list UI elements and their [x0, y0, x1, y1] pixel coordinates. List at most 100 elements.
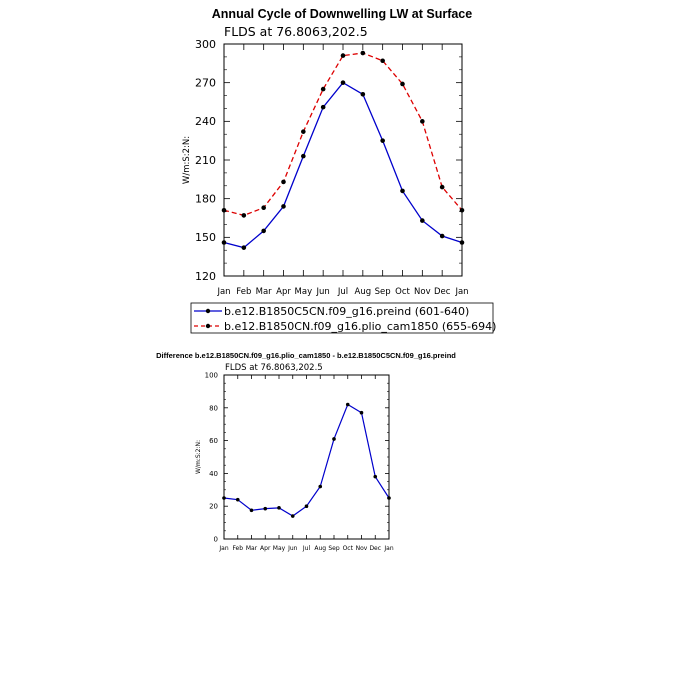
legend-label-preind: b.e12.B1850C5CN.f09_g16.preind (601-640) — [224, 305, 469, 318]
difference-chart-data-point — [222, 496, 226, 500]
difference-chart-ylabel: W/m:S:2:N: — [195, 440, 202, 474]
difference-chart-data-point — [277, 506, 281, 510]
difference-chart-xtick-label: Jan — [383, 545, 393, 552]
main-chart-xtick-label: Nov — [414, 287, 431, 297]
main-chart-ytick-label: 210 — [195, 154, 216, 167]
main-chart-data-point — [221, 240, 227, 245]
difference-chart-data-point — [263, 506, 268, 511]
main-chart-xtick-label: Apr — [276, 287, 291, 297]
main-chart-xtick-label: May — [295, 287, 313, 297]
difference-chart-ticks: Jan Feb Mar Apr May Jun Jul Aug Sep Oct Nov Dec Jan0… — [205, 371, 394, 552]
main-chart-data-point — [281, 204, 286, 209]
difference-chart-xtick-label: Dec — [369, 545, 381, 552]
difference-chart-data-point — [249, 508, 254, 513]
main-chart-title: Annual Cycle of Downwelling LW at Surfac… — [212, 7, 472, 21]
difference-chart-ytick-label: 100 — [205, 371, 218, 379]
main-chart-xtick-label: Aug — [355, 287, 372, 297]
main-chart-xtick-label: Jan — [454, 287, 468, 297]
main-chart-xtick-label: Oct — [395, 287, 410, 297]
main-chart-ytick-label: 180 — [195, 193, 216, 206]
difference-chart-data-point — [304, 504, 309, 509]
difference-chart-xtick-label: Oct — [343, 545, 354, 552]
difference-chart: Difference b.e12.B1850CN.f09_g16.plio_ca… — [156, 351, 456, 552]
legend-marker-plio — [205, 323, 211, 329]
main-chart-ytick-label: 240 — [195, 115, 216, 128]
main-chart-data-point — [241, 245, 247, 250]
main-chart-xtick-label: Jan — [216, 287, 230, 297]
main-chart-data-point — [261, 205, 266, 210]
main-chart-legend: b.e12.B1850C5CN.f09_g16.preind (601-640)… — [190, 302, 496, 334]
difference-chart-xtick-label: Apr — [260, 545, 271, 552]
difference-chart-xtick-label: Sep — [328, 545, 340, 552]
main-chart-ytick-label: 120 — [195, 270, 216, 283]
main-chart-data-point — [380, 138, 385, 143]
main-chart-data-point — [459, 240, 465, 245]
main-chart-data-point — [281, 179, 286, 185]
main-chart-xtick-label: Sep — [375, 287, 391, 297]
main-chart-frame — [223, 43, 463, 277]
difference-chart-data-point — [359, 410, 364, 415]
difference-chart-data-point — [332, 437, 336, 441]
difference-chart-xtick-label: Jun — [287, 545, 298, 552]
main-chart-data-point — [241, 213, 247, 218]
difference-chart-ytick-label: 40 — [209, 470, 218, 478]
main-chart-xtick-label: Feb — [236, 287, 251, 297]
main-chart-data-point — [261, 228, 266, 234]
main-chart-data-point — [301, 153, 306, 159]
difference-chart-ytick-label: 20 — [209, 503, 218, 511]
difference-chart-data-point — [235, 497, 240, 502]
difference-chart-xtick-label: Aug — [314, 545, 326, 552]
difference-chart-subtitle: FLDS at 76.8063,202.5 — [225, 363, 323, 373]
main-chart-data-point — [420, 119, 425, 124]
difference-chart-data-point — [290, 514, 295, 518]
main-chart: Annual Cycle of Downwelling LW at Surfac… — [182, 7, 496, 334]
difference-chart-xtick-label: Mar — [246, 545, 258, 552]
difference-chart-data-point — [387, 496, 391, 500]
difference-chart-data-point — [318, 484, 323, 489]
difference-chart-ytick-label: 0 — [214, 535, 218, 543]
main-chart-data-point — [380, 58, 385, 64]
legend-marker-preind — [205, 308, 211, 314]
main-chart-ytick-label: 270 — [195, 77, 216, 90]
main-chart-data-point — [301, 129, 306, 134]
difference-chart-frame — [223, 374, 390, 540]
main-chart-xtick-label: Dec — [434, 287, 451, 297]
main-chart-data-point — [400, 81, 405, 87]
main-chart-data-point — [360, 50, 366, 56]
difference-chart-xtick-label: Nov — [356, 545, 368, 552]
main-chart-data-point — [320, 104, 326, 110]
main-chart-series-line-1 — [223, 52, 463, 217]
difference-chart-xtick-label: Jul — [302, 545, 311, 552]
main-chart-data-point — [439, 184, 445, 190]
difference-chart-xtick-label: Feb — [232, 545, 243, 552]
main-chart-ylabel: W/m:S:2:N: — [182, 136, 192, 184]
main-chart-data-point — [360, 91, 366, 97]
difference-chart-ytick-label: 60 — [209, 437, 218, 445]
main-chart-data-point — [221, 207, 227, 213]
main-chart-data-point — [439, 233, 445, 239]
main-chart-series-line-0 — [223, 81, 463, 249]
difference-chart-series — [222, 402, 391, 518]
main-chart-ytick-label: 300 — [195, 38, 216, 51]
difference-chart-xtick-label: Jan — [218, 545, 228, 552]
legend-box — [190, 302, 494, 334]
main-chart-xtick-label: Jul — [337, 287, 348, 297]
difference-chart-series-line-0 — [223, 403, 390, 517]
main-chart-xtick-label: Jun — [316, 287, 330, 297]
main-chart-xtick-label: Mar — [256, 287, 273, 297]
difference-chart-title: Difference b.e12.B1850CN.f09_g16.plio_ca… — [156, 351, 456, 360]
main-chart-data-point — [340, 53, 346, 58]
main-chart-data-point — [400, 188, 405, 194]
difference-chart-data-point — [345, 402, 350, 407]
difference-chart-ytick-label: 80 — [209, 404, 218, 412]
main-chart-data-point — [320, 86, 326, 92]
main-chart-series — [221, 50, 465, 250]
legend-label-plio: b.e12.B1850CN.f09_g16.plio_cam1850 (655-… — [224, 320, 496, 333]
difference-chart-data-point — [373, 474, 378, 479]
main-chart-ytick-label: 150 — [195, 231, 216, 244]
main-chart-data-point — [420, 218, 425, 223]
main-chart-data-point — [459, 207, 465, 213]
main-chart-ticks: Jan Feb Mar Apr May Jun Jul Aug Sep Oct Nov Dec Jan1… — [195, 38, 469, 297]
main-chart-subtitle: FLDS at 76.8063,202.5 — [224, 24, 368, 39]
